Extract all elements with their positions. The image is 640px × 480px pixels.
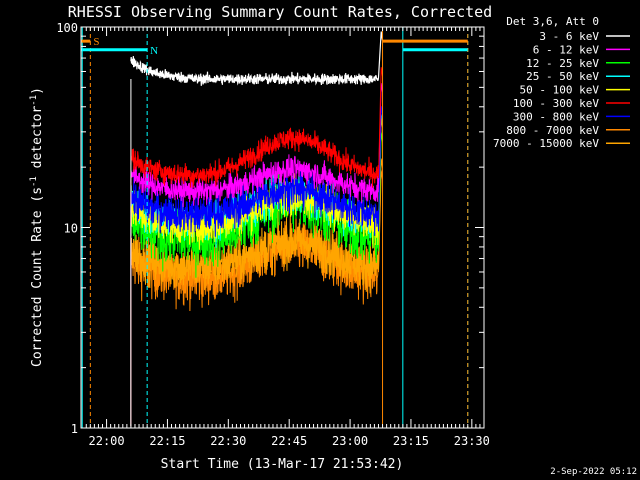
series-line-6 (130, 106, 383, 237)
legend-label-6: 300 - 800 keV (513, 110, 599, 123)
x-tick-label: 23:00 (332, 434, 368, 448)
legend-label-3: 25 - 50 keV (526, 70, 599, 83)
chart-title: RHESSI Observing Summary Count Rates, Co… (68, 3, 492, 21)
x-axis-label: Start Time (13-Mar-17 21:53:42) (161, 457, 404, 472)
legend-label-5: 100 - 300 keV (513, 97, 599, 110)
series-line-5 (130, 67, 383, 188)
legend-label-0: 3 - 6 keV (539, 30, 599, 43)
series-group (81, 27, 469, 428)
series-line-8 (130, 158, 383, 294)
legend-title: Det 3,6, Att 0 (506, 15, 599, 28)
legend-label-7: 800 - 7000 keV (506, 124, 599, 137)
x-tick-label: 23:30 (454, 434, 490, 448)
x-tick-label: 22:00 (89, 434, 125, 448)
data-layer: SN (81, 27, 469, 428)
x-tick-label: 22:30 (210, 434, 246, 448)
series-line-0 (130, 31, 384, 86)
y-tick-label: 1 (71, 422, 78, 436)
footer-date: 2-Sep-2022 05:12 (550, 467, 637, 477)
flag-label-0: S (93, 36, 99, 48)
x-tick-label: 22:15 (149, 434, 185, 448)
y-axis-label: Corrected Count Rate (s-1 detector-1) (29, 87, 45, 367)
x-tick-label: 22:45 (271, 434, 307, 448)
series-line-1 (130, 83, 383, 208)
flag-label-1: N (150, 45, 158, 57)
legend-label-8: 7000 - 15000 keV (493, 137, 599, 150)
x-tick-label: 23:15 (393, 434, 429, 448)
y-tick-label: 10 (64, 222, 78, 236)
legend-label-1: 6 - 12 keV (533, 43, 600, 56)
legend-label-4: 50 - 100 keV (520, 84, 600, 97)
legend-label-2: 12 - 25 keV (526, 57, 599, 70)
y-tick-label: 100 (56, 21, 78, 35)
axes-layer: 1 10 100 22:00 22:15 22:30 22:45 23:00 23:15 23:3… (56, 21, 490, 448)
